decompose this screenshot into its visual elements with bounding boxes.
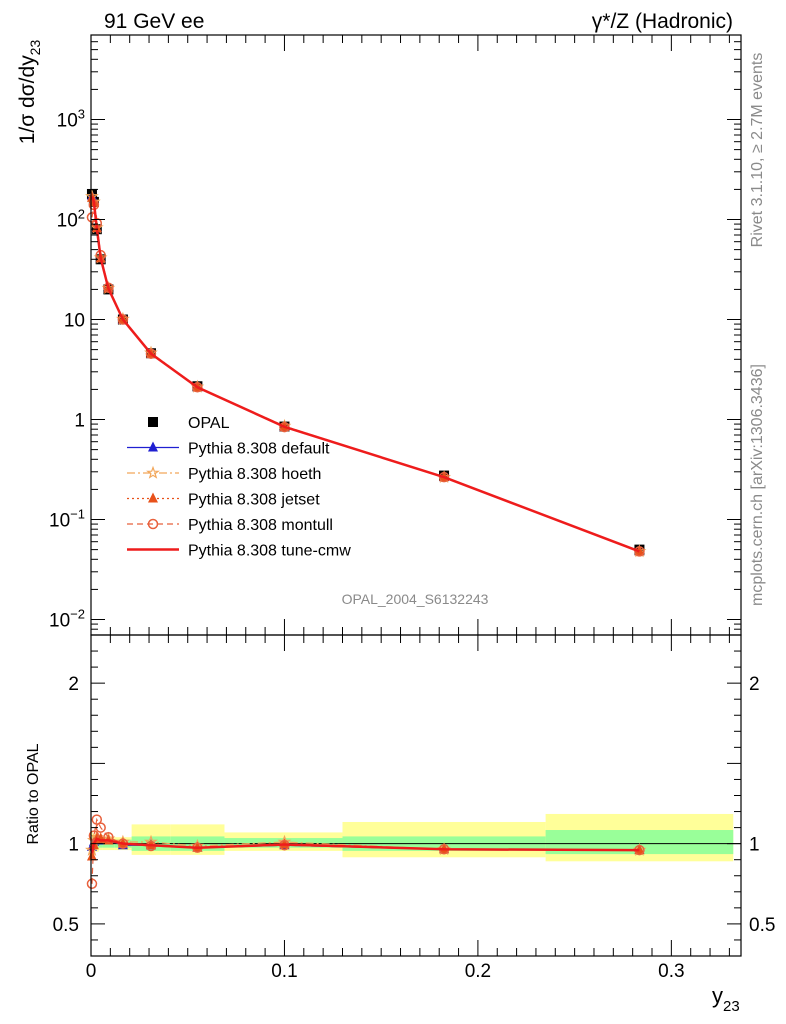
x-tick-label: 0.2: [465, 961, 491, 982]
data-point: [192, 382, 203, 393]
main-series-pythia-8-308-tune-cmw: [90, 196, 640, 553]
rivet-version-label: Rivet 3.1.10, ≥ 2.7M events: [749, 53, 766, 248]
legend-item-pythia-8-308-tune-cmw: Pythia 8.308 tune-cmw: [127, 543, 351, 560]
x-tick-label: 0: [86, 961, 97, 982]
legend-item-pythia-8-308-hoeth: Pythia 8.308 hoeth: [127, 465, 321, 483]
y-tick-label: 102: [57, 207, 85, 232]
x-axis-label: y23: [712, 983, 740, 1015]
main-series-pythia-8-308-montull: [86, 199, 645, 557]
main-series-pythia-8-308-default: [86, 189, 645, 556]
legend-label: Pythia 8.308 tune-cmw: [188, 543, 351, 560]
ratio-y-tick-label: 2: [68, 674, 79, 695]
series-line: [91, 196, 640, 552]
ratio-y-tick-label-right: 2: [749, 674, 760, 695]
series-line: [91, 197, 640, 552]
legend-item-pythia-8-308-default: Pythia 8.308 default: [127, 441, 330, 458]
data-point: [86, 878, 98, 890]
mcplots-reference-label: mcplots.cern.ch [arXiv:1306.3436]: [749, 364, 766, 606]
main-series-opal: [86, 188, 645, 555]
ratio-y-tick-label: 0.5: [53, 915, 79, 936]
data-point: [86, 850, 97, 861]
data-point: [634, 546, 645, 557]
series-layer: [85, 188, 647, 890]
ratio-series-pythia-8-308-tune-cmw: [90, 837, 640, 854]
data-point: [634, 844, 645, 855]
legend-item-pythia-8-308-montull: Pythia 8.308 montull: [127, 517, 333, 534]
data-point: [103, 282, 114, 293]
series-line: [91, 195, 640, 552]
data-point: [117, 314, 129, 325]
x-tick-label: 0.3: [658, 961, 684, 982]
ratio-y-tick-label-right: 0.5: [749, 915, 775, 936]
ratio-y-tick-label-right: 1: [749, 835, 760, 856]
legend-marker: [148, 492, 158, 503]
main-y-axis-label: 1/σ dσ/dy23: [16, 40, 43, 145]
ratio-y-tick-label: 1: [68, 835, 79, 856]
legend-label: Pythia 8.308 default: [188, 441, 330, 458]
y-tick-label: 1: [74, 411, 85, 432]
axis-ticks: 10−2 10−1 1 10 102 103 0.5 0.5 1 1 2 2 0 0.1 0.2 0.3: [49, 34, 775, 982]
data-point: [145, 348, 157, 359]
series-line: [90, 196, 640, 553]
legend-marker: [147, 518, 159, 530]
legend-label: Pythia 8.308 montull: [188, 517, 333, 534]
legend-marker: [148, 441, 158, 452]
ratio-plot-frame: [90, 634, 742, 957]
ratio-y-axis-label: Ratio to OPAL: [25, 743, 42, 844]
legend-label: Pythia 8.308 hoeth: [188, 466, 321, 483]
title-left: 91 GeV ee: [104, 10, 204, 33]
legend: OPAL Pythia 8.308 default Pythia 8.308 hoe…: [127, 415, 351, 560]
y-tick-label: 10: [64, 311, 85, 332]
title-right: γ*/Z (Hadronic): [592, 10, 733, 33]
legend-swatch: [148, 417, 158, 427]
y-tick-label: 103: [57, 107, 85, 132]
data-point: [438, 471, 450, 483]
data-point: [88, 830, 100, 841]
y-tick-label: 10−1: [49, 507, 85, 532]
legend-item-pythia-8-308-jetset: Pythia 8.308 jetset: [127, 492, 320, 509]
x-tick-label: 0.1: [271, 961, 297, 982]
legend-label: OPAL: [188, 415, 230, 432]
analysis-id-label: OPAL_2004_S6132243: [342, 591, 489, 607]
main-series-pythia-8-308-hoeth: [85, 189, 647, 558]
series-line: [90, 837, 640, 854]
main-series-pythia-8-308-jetset: [86, 191, 645, 556]
legend-marker: [146, 465, 160, 479]
data-point: [103, 831, 114, 843]
y-tick-label: 10−2: [49, 607, 85, 632]
legend-label: Pythia 8.308 jetset: [188, 492, 320, 509]
series-line: [91, 204, 640, 552]
legend-item-opal: OPAL: [148, 415, 230, 432]
